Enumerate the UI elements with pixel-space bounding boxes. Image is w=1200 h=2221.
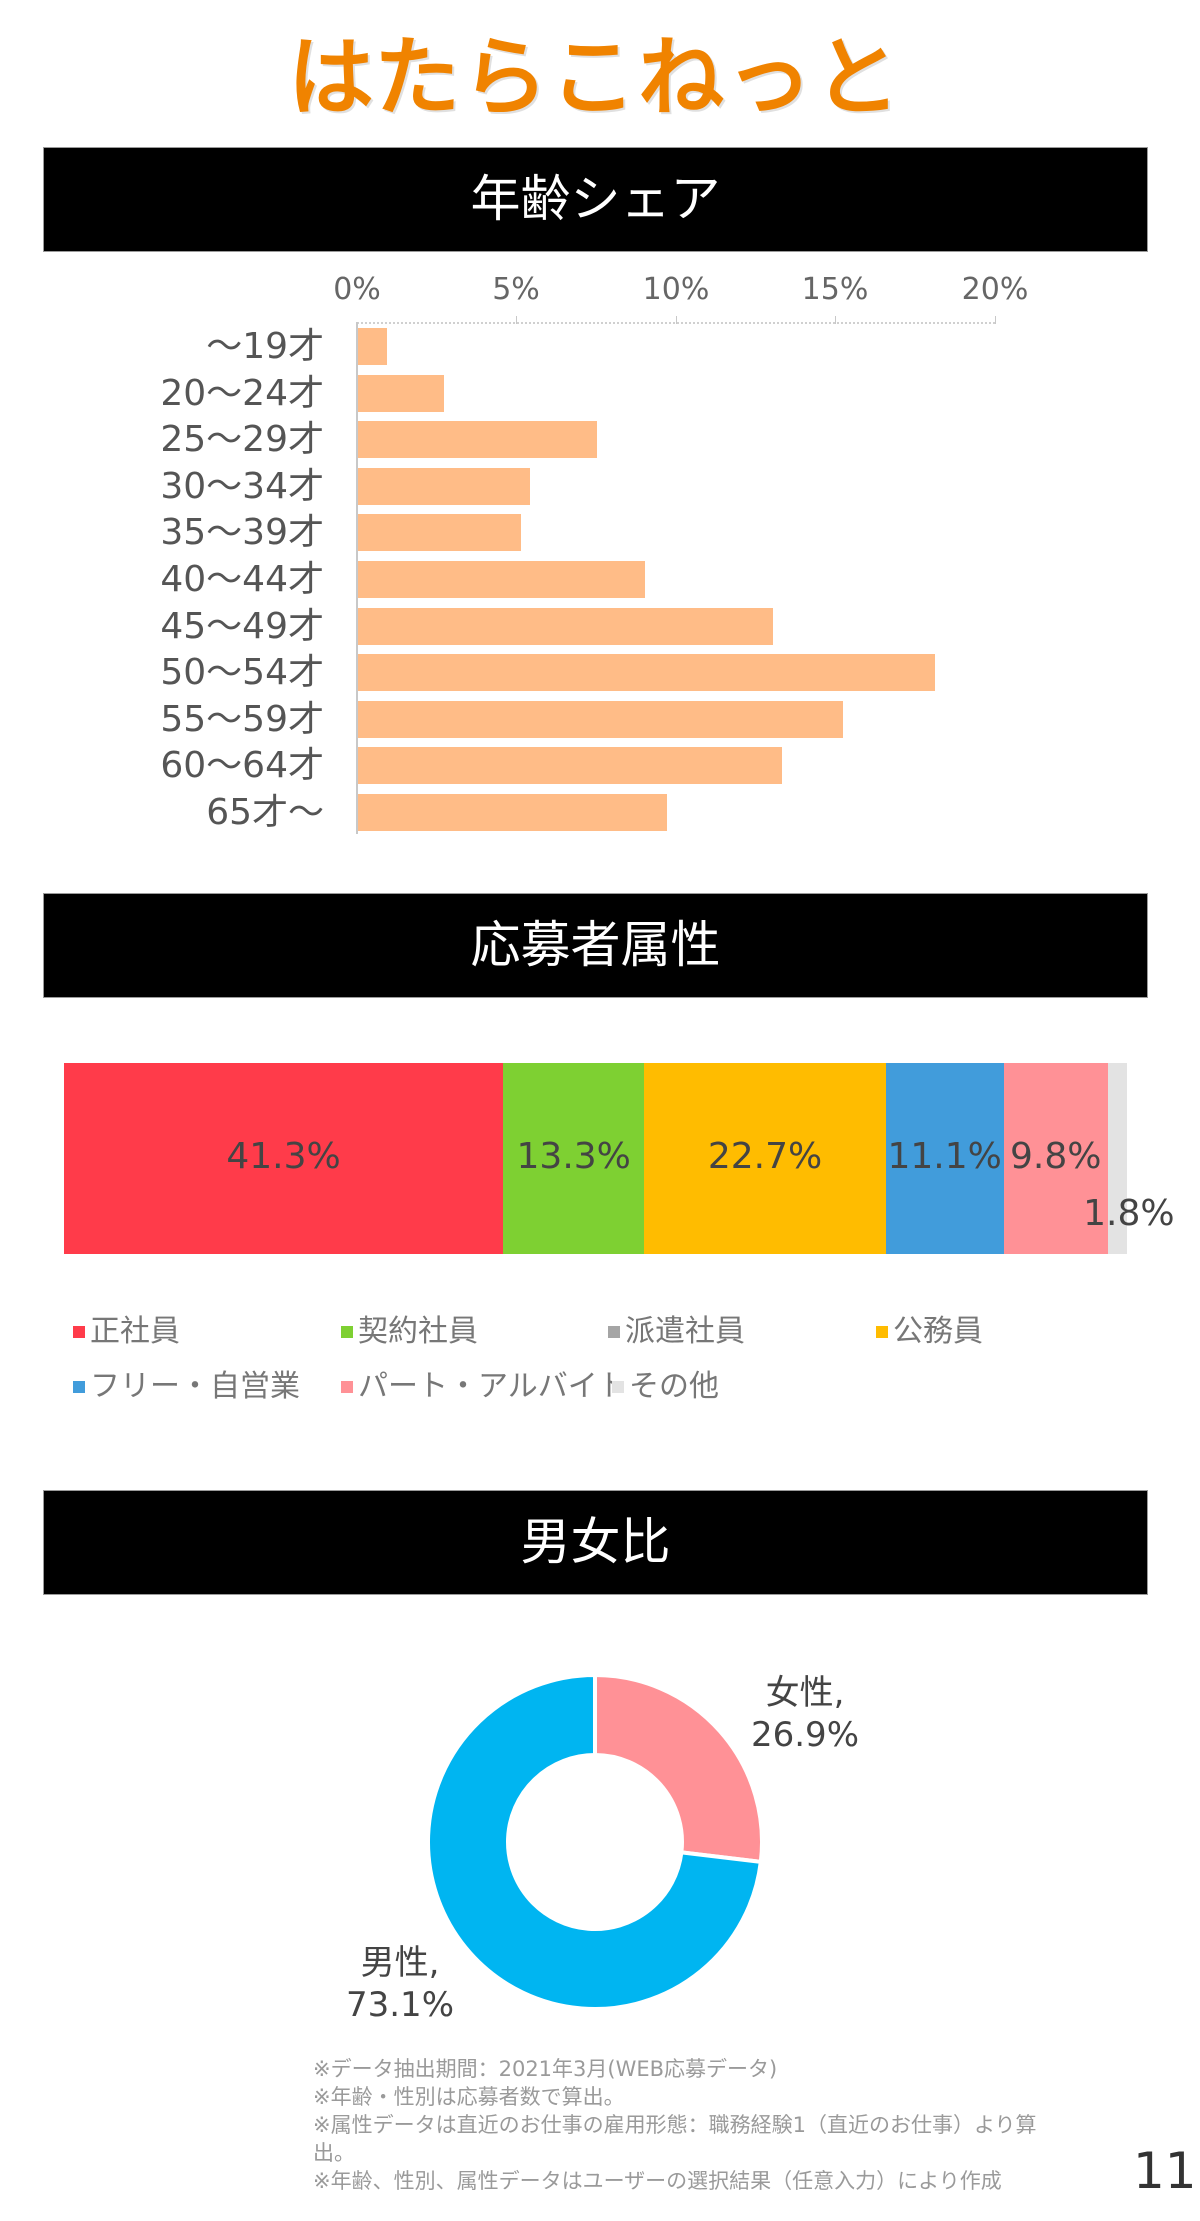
age-bar (358, 468, 530, 505)
legend-swatch-icon (73, 1326, 85, 1338)
age-bar (358, 654, 935, 691)
legend-label: パート・アルバイト (358, 1369, 628, 1404)
attribute-segment (503, 1063, 645, 1254)
legend-item-regular-employee: 正社員 (73, 1314, 180, 1350)
donut-label-male-value: 73.1% (345, 1985, 454, 2025)
donut-segment-male (426, 1672, 764, 2011)
age-bar (358, 747, 782, 784)
legend-swatch-icon (876, 1326, 888, 1338)
age-bar (358, 608, 773, 645)
attribute-segment-label: 9.8% (1010, 1136, 1102, 1177)
legend-label: 正社員 (90, 1314, 180, 1349)
age-bar (358, 794, 667, 831)
attribute-segment-label: 22.7% (707, 1136, 823, 1177)
age-category-label: 60～64才 (160, 745, 324, 786)
legend-item-part-time: パート・アルバイト (341, 1369, 628, 1405)
age-category-label: 30～34才 (160, 466, 324, 507)
x-axis-tick (676, 316, 677, 324)
age-category-label: 65才～ (206, 792, 324, 833)
age-category-label: 25～29才 (160, 419, 324, 460)
attribute-segment-label: 1.8% (1083, 1193, 1175, 1234)
donut-label-male: 男性, 73.1% (330, 1942, 470, 2026)
donut-label-female-name: 女性, (765, 1673, 845, 1713)
age-category-label: 45～49才 (160, 606, 324, 647)
attribute-segment (64, 1063, 504, 1254)
hatarako-net-logo: はたらこねっと (287, 28, 903, 128)
donut-segment-female (593, 1672, 764, 1865)
footnote: ※データ抽出期間：2021年3月(WEB応募データ) (313, 2057, 778, 2081)
attribute-segment-label: 13.3% (516, 1136, 631, 1177)
legend-item-civil-servant: 公務員 (876, 1314, 983, 1350)
x-tick-label: 0% (333, 272, 381, 307)
x-axis-tick (995, 316, 996, 324)
donut-label-female-value: 26.9% (750, 1715, 859, 1755)
legend-swatch-icon (341, 1381, 353, 1393)
donut-label-female: 女性, 26.9% (735, 1672, 875, 1756)
legend-label: 契約社員 (358, 1314, 478, 1349)
x-tick-label: 10% (642, 272, 710, 307)
attribute-segment-label: 41.3% (226, 1136, 341, 1177)
age-bar (358, 514, 521, 551)
age-category-label: 55～59才 (160, 699, 324, 740)
attribute-segment (644, 1063, 886, 1254)
legend-item-contract-employee: 契約社員 (341, 1314, 478, 1350)
age-category-label: 20～24才 (160, 373, 324, 414)
legend-label: その他 (629, 1369, 719, 1404)
age-category-label: 35～39才 (160, 512, 324, 553)
legend-swatch-icon (612, 1381, 624, 1393)
y-axis-line (356, 322, 358, 834)
attribute-segment (1003, 1063, 1108, 1254)
attribute-segment (1107, 1063, 1127, 1254)
legend-label: フリー・自営業 (90, 1369, 300, 1404)
footnote: 出。 (313, 2141, 355, 2165)
age-category-label: ～19才 (206, 326, 324, 367)
x-tick-label: 5% (492, 272, 540, 307)
footnote: ※年齢・性別は応募者数で算出。 (313, 2085, 625, 2109)
legend-item-freelance: フリー・自営業 (73, 1369, 300, 1405)
age-category-label: 50～54才 (160, 652, 324, 693)
legend-swatch-icon (73, 1381, 85, 1393)
age-bar (358, 561, 645, 598)
section-header-applicant-attributes: 応募者属性 (43, 893, 1148, 998)
legend-label: 派遣社員 (625, 1314, 745, 1349)
donut-label-male-name: 男性, (360, 1943, 440, 1983)
legend-swatch-icon (341, 1326, 353, 1338)
x-axis-tick (516, 316, 517, 324)
legend-swatch-icon (608, 1326, 620, 1338)
attribute-segment-label: 11.1% (887, 1136, 1002, 1177)
legend-label: 公務員 (893, 1314, 983, 1349)
legend-item-dispatch-employee: 派遣社員 (608, 1314, 745, 1350)
section-header-gender-ratio: 男女比 (43, 1490, 1148, 1595)
age-bar (358, 701, 843, 738)
age-bar (358, 328, 387, 365)
footnote: ※年齢、性別、属性データはユーザーの選択結果（任意入力）により作成 (313, 2169, 1002, 2193)
section-header-age-share: 年齢シェア (43, 147, 1148, 252)
legend-item-other: その他 (612, 1369, 719, 1405)
age-bar (358, 375, 444, 412)
x-axis-tick (835, 316, 836, 324)
footnote: ※属性データは直近のお仕事の雇用形態：職務経験1（直近のお仕事）より算 (313, 2113, 1037, 2137)
age-bar (358, 421, 597, 458)
page-number: 11 (1133, 2142, 1197, 2200)
age-category-label: 40～44才 (160, 559, 324, 600)
attribute-segment (885, 1063, 1004, 1254)
x-tick-label: 20% (961, 272, 1029, 307)
x-tick-label: 15% (801, 272, 869, 307)
